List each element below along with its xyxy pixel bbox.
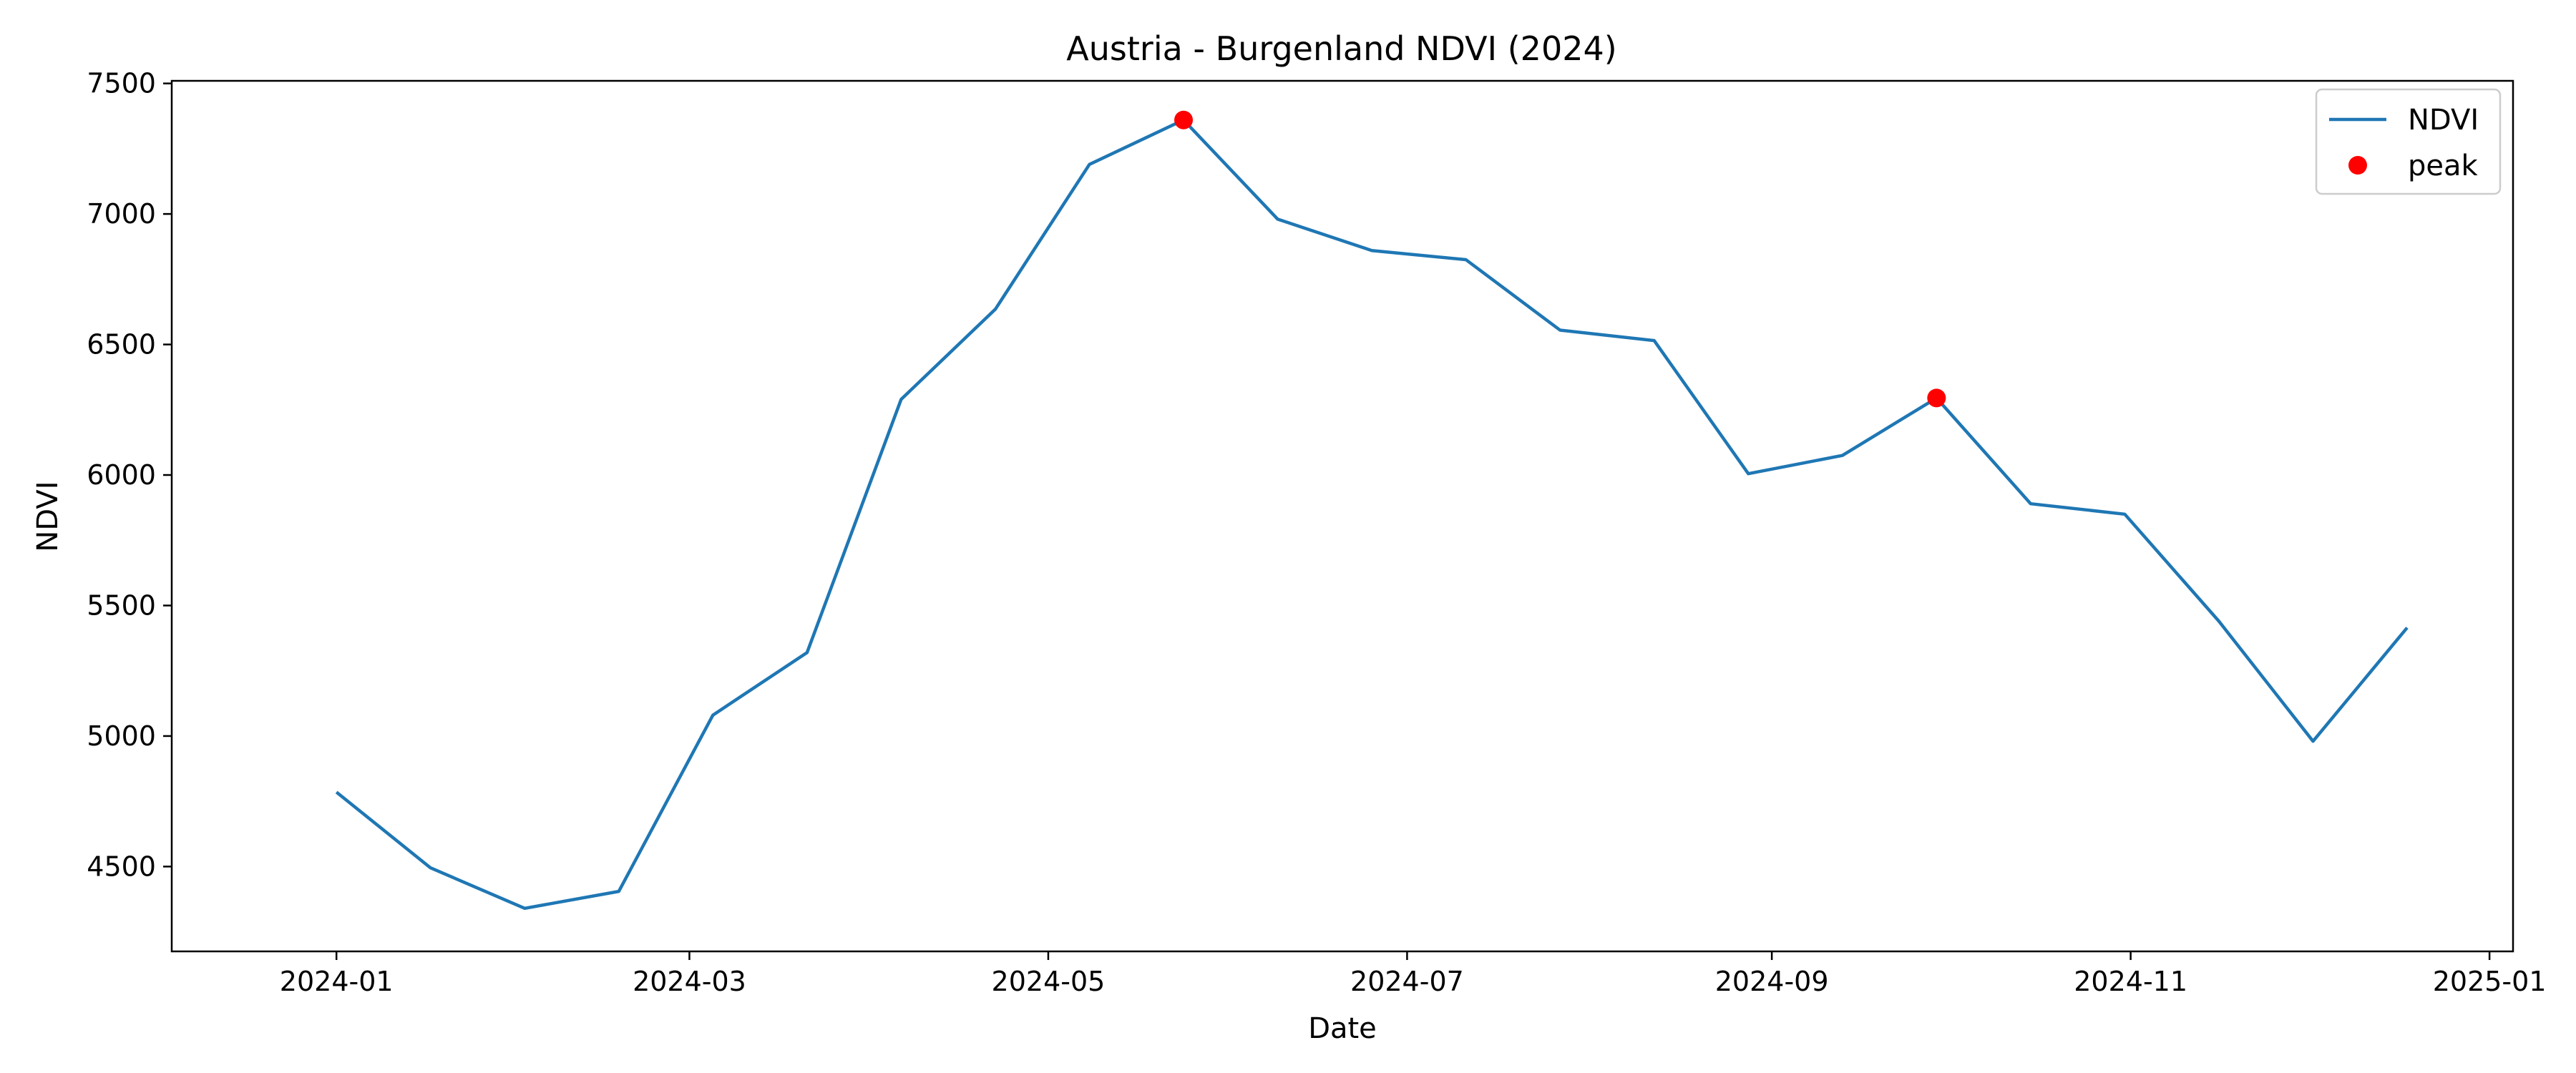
y-tick-label: 7500 (87, 68, 156, 99)
x-tick-label: 2024-11 (2074, 966, 2187, 997)
x-tick-label: 2024-05 (992, 966, 1106, 997)
x-axis-label: Date (1308, 1012, 1377, 1045)
y-tick-label: 5000 (87, 720, 156, 752)
y-axis-label: NDVI (31, 481, 64, 552)
y-tick-label: 6000 (87, 459, 156, 491)
x-tick-label: 2024-03 (633, 966, 746, 997)
plot-area (335, 110, 2409, 911)
legend-peak-label: peak (2408, 150, 2479, 182)
y-tick-label: 7000 (87, 198, 156, 230)
legend-peak-swatch (2348, 156, 2367, 175)
ndvi-series-line (335, 118, 2409, 911)
chart-title: Austria - Burgenland NDVI (2024) (1066, 29, 1616, 68)
x-tick-label: 2024-07 (1350, 966, 1464, 997)
x-axis: 2024-01 2024-03 2024-05 2024-07 2024-09 2024-… (280, 951, 2547, 997)
legend-ndvi-label: NDVI (2408, 104, 2479, 137)
x-tick-label: 2025-01 (2433, 966, 2547, 997)
peak-marker (1927, 388, 1946, 408)
y-tick-label: 6500 (87, 329, 156, 361)
legend: NDVI peak (2315, 88, 2502, 195)
x-tick-label: 2024-01 (280, 966, 394, 997)
x-tick-label: 2024-09 (1715, 966, 1829, 997)
y-tick-label: 4500 (87, 851, 156, 882)
y-tick-label: 5500 (87, 589, 156, 621)
plot-frame (170, 79, 2514, 953)
peak-marker (1174, 110, 1194, 129)
y-axis: 4500 5000 5500 6000 6500 7000 7500 (87, 68, 172, 882)
